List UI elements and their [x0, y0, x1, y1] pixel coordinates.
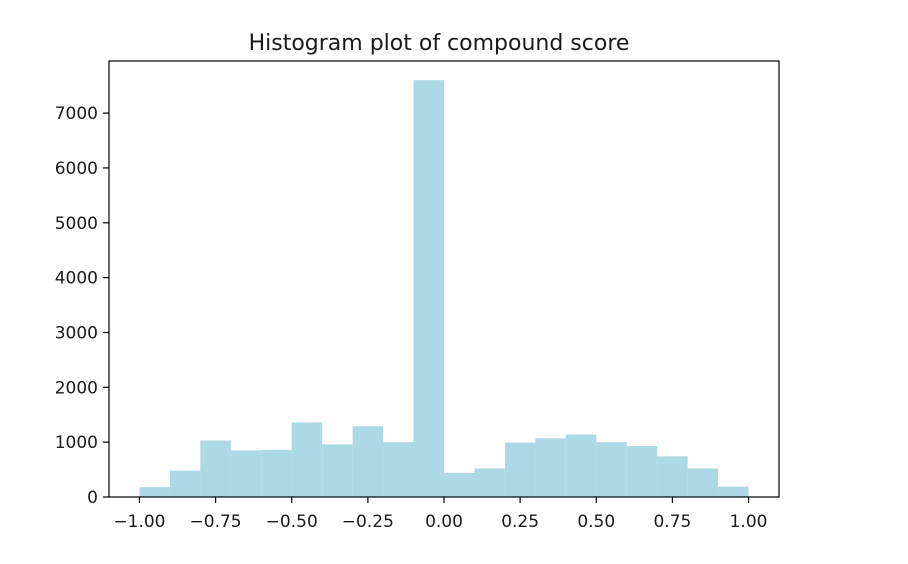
x-tick-label: −0.50: [266, 512, 318, 532]
histogram-bar: [322, 444, 353, 497]
x-tick-label: 0.00: [425, 512, 463, 532]
histogram-bar: [596, 442, 627, 497]
y-tick-label: 0: [87, 488, 98, 508]
y-tick-label: 5000: [55, 214, 98, 234]
x-tick-label: −0.75: [190, 512, 242, 532]
histogram-bar: [413, 80, 444, 497]
histogram-bar: [687, 468, 719, 497]
x-tick-label: −0.25: [342, 512, 394, 532]
x-tick-label: −1.00: [113, 512, 165, 532]
x-tick-label: 0.75: [653, 512, 691, 532]
y-axis: 0 1000 2000 3000 4000 5000 6000 7000: [55, 104, 109, 508]
y-tick-label: 6000: [55, 159, 98, 179]
histogram-bar: [474, 468, 505, 497]
histogram-bar: [139, 487, 170, 497]
y-tick-label: 7000: [55, 104, 98, 124]
histogram-bar: [504, 442, 536, 497]
bars-group: [139, 80, 749, 497]
x-axis: −1.00 −0.75 −0.50 −0.25 0.00 0.25 0.50 0.75 1.00: [113, 497, 767, 532]
x-tick-label: 0.50: [577, 512, 615, 532]
x-tick-label: 1.00: [730, 512, 768, 532]
histogram-bar: [230, 450, 262, 497]
histogram-bar: [535, 438, 566, 497]
histogram-bar: [352, 426, 384, 497]
histogram-bar: [718, 486, 749, 497]
histogram-bar: [200, 440, 231, 497]
histogram-bar: [626, 445, 658, 497]
chart-title: Histogram plot of compound score: [249, 31, 630, 56]
y-tick-label: 3000: [55, 323, 98, 343]
histogram-bar: [383, 442, 414, 497]
histogram-bar: [169, 470, 201, 497]
histogram-bar: [657, 456, 688, 497]
y-tick-label: 2000: [55, 378, 98, 398]
y-tick-label: 1000: [55, 433, 98, 453]
x-tick-label: 0.25: [501, 512, 539, 532]
histogram-bar: [291, 422, 323, 497]
histogram-bar: [444, 472, 475, 497]
y-tick-label: 4000: [55, 269, 98, 289]
histogram-bar: [565, 434, 597, 497]
histogram-bar: [261, 449, 292, 497]
